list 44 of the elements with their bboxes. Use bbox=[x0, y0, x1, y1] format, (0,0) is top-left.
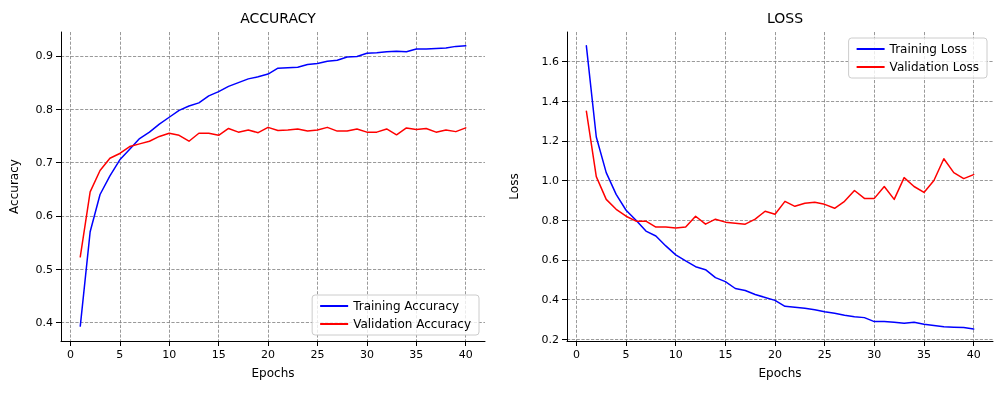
x-tick-label: 30 bbox=[359, 348, 374, 361]
x-tick-label: 20 bbox=[768, 348, 783, 361]
x-tick-label: 10 bbox=[668, 348, 683, 361]
y-tick-label: 0.8 bbox=[541, 213, 559, 227]
x-tick-label: 5 bbox=[116, 348, 124, 361]
y-axis-title: Accuracy bbox=[7, 159, 21, 214]
x-tick-label: 0 bbox=[66, 348, 74, 361]
x-tick-label: 10 bbox=[162, 348, 177, 361]
x-axis-title: Epochs bbox=[251, 366, 295, 380]
y-tick-label: 0.6 bbox=[541, 253, 559, 267]
x-tick-label: 20 bbox=[261, 348, 276, 361]
y-tick-label: 0.8 bbox=[35, 102, 53, 116]
legend-label: Training Loss bbox=[888, 42, 968, 56]
y-tick-label: 1.2 bbox=[541, 134, 559, 148]
x-tick-label: 15 bbox=[211, 348, 226, 361]
line-series bbox=[79, 126, 467, 258]
x-tick-label: 40 bbox=[966, 348, 981, 361]
x-tick-label: 5 bbox=[622, 348, 630, 361]
y-tick-label: 1.6 bbox=[541, 55, 559, 69]
y-tick-label: 1.0 bbox=[541, 174, 559, 188]
x-tick-label: 25 bbox=[310, 348, 325, 361]
y-tick-label: 0.4 bbox=[35, 315, 53, 329]
legend-label: Validation Accuracy bbox=[353, 317, 471, 331]
x-tick-label: 15 bbox=[718, 348, 733, 361]
x-tick-label: 40 bbox=[458, 348, 473, 361]
x-tick-label: 0 bbox=[572, 348, 580, 361]
chart-title: LOSS bbox=[766, 10, 804, 26]
x-axis-title: Epochs bbox=[758, 366, 802, 380]
y-tick-label: 0.7 bbox=[35, 156, 53, 170]
x-tick-label: 25 bbox=[817, 348, 832, 361]
chart-title: ACCURACY bbox=[240, 10, 317, 26]
y-axis-title: Loss bbox=[507, 173, 521, 200]
line-series bbox=[585, 110, 975, 229]
y-tick-label: 0.6 bbox=[35, 209, 53, 223]
legend-label: Training Accuracy bbox=[352, 299, 460, 313]
x-tick-label: 35 bbox=[409, 348, 424, 361]
legend-label: Validation Loss bbox=[889, 60, 979, 74]
x-tick-label: 30 bbox=[867, 348, 882, 361]
y-tick-label: 0.4 bbox=[541, 292, 559, 306]
y-tick-label: 0.2 bbox=[541, 332, 559, 346]
x-tick-label: 35 bbox=[916, 348, 931, 361]
y-tick-label: 0.5 bbox=[35, 262, 53, 276]
y-tick-label: 0.9 bbox=[35, 49, 53, 63]
y-tick-label: 1.4 bbox=[541, 94, 559, 108]
